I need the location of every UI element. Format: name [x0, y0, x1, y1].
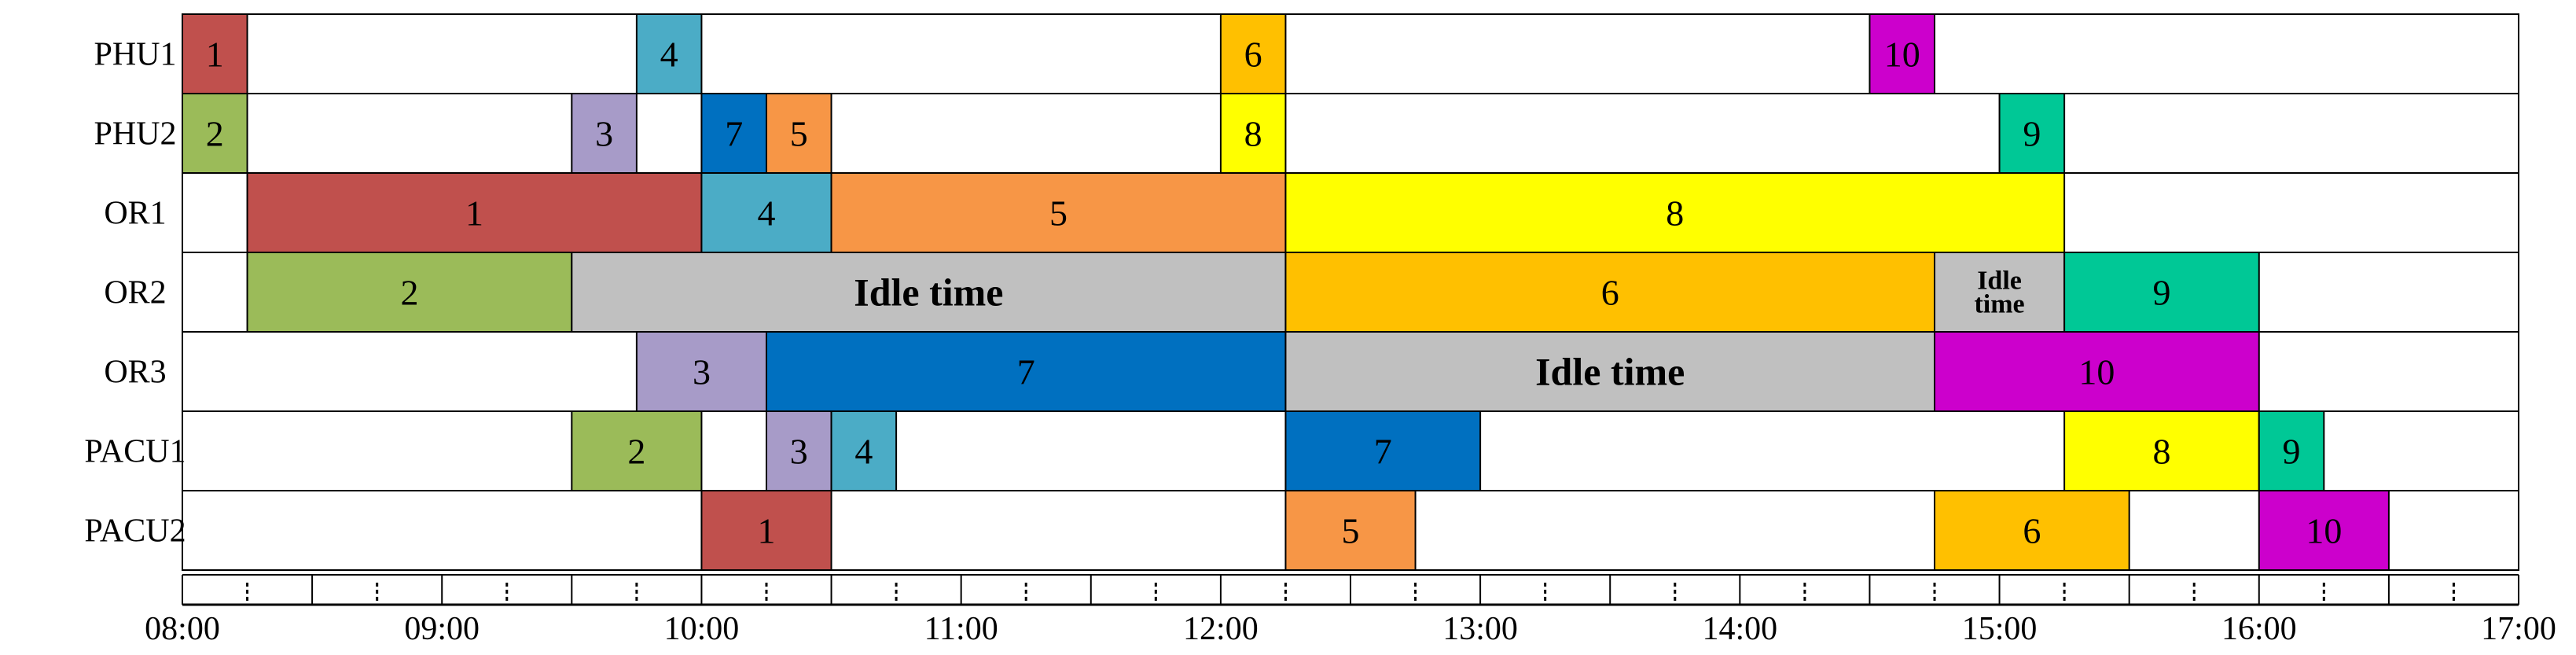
x-tick-label: 10:00	[664, 611, 740, 647]
task-label-7: 7	[725, 114, 743, 154]
task-bar-3	[766, 410, 832, 491]
x-tick-label: 11:00	[924, 611, 998, 647]
task-label-10: 10	[2078, 352, 2115, 392]
task-label-4: 4	[854, 432, 873, 472]
row-label-pacu1: PACU1	[84, 434, 186, 470]
row-label-or3: OR3	[104, 355, 166, 391]
task-label-4: 4	[758, 193, 776, 234]
task-label-6: 6	[2023, 511, 2041, 551]
task-bar-2	[571, 410, 703, 491]
task-bar-4	[700, 172, 832, 253]
task-bar-5	[830, 172, 1287, 253]
task-label-5: 5	[790, 114, 808, 154]
x-tick-label: 17:00	[2481, 611, 2556, 647]
x-tick-label: 14:00	[1702, 611, 1777, 647]
task-label-1: 1	[206, 35, 224, 75]
idle-label: Idle time	[854, 270, 1003, 315]
x-tick-label: 12:00	[1183, 611, 1259, 647]
task-label-10: 10	[2306, 511, 2342, 551]
task-bar-10	[1934, 331, 2260, 412]
idle-label: Idle time	[1535, 350, 1685, 394]
task-bar-6	[1219, 13, 1287, 94]
task-label-8: 8	[1244, 114, 1262, 154]
row-label-or1: OR1	[104, 196, 166, 232]
x-tick-label: 09:00	[404, 611, 480, 647]
task-bar-7	[700, 93, 768, 174]
idle-label: Idle	[1977, 267, 2022, 296]
task-label-6: 6	[1601, 273, 1619, 313]
row-label-phu1: PHU1	[94, 37, 176, 73]
task-bar-8	[1219, 93, 1287, 174]
row-label-pacu2: PACU2	[84, 513, 186, 550]
x-tick-label: 13:00	[1442, 611, 1518, 647]
task-label-9: 9	[2152, 273, 2170, 313]
task-label-5: 5	[1342, 511, 1360, 551]
task-bar-3	[635, 331, 768, 412]
x-tick-label: 15:00	[1962, 611, 2038, 647]
task-bar-6	[1934, 490, 2130, 571]
task-label-1: 1	[758, 511, 776, 551]
task-label-3: 3	[693, 352, 711, 392]
task-label-7: 7	[1017, 352, 1035, 392]
chart-x-axis: 08:00 09:00 10:00 11:00 12:00 13:00 14:00 15:00…	[145, 574, 2556, 647]
task-label-5: 5	[1049, 193, 1068, 234]
task-bar-4	[830, 410, 898, 491]
task-bar-3	[571, 93, 638, 174]
task-label-10: 10	[1884, 35, 1920, 75]
task-bar-8	[2063, 410, 2260, 491]
task-label-2: 2	[400, 273, 418, 313]
task-bar-7	[1284, 410, 1482, 491]
task-label-1: 1	[465, 193, 483, 234]
task-label-3: 3	[790, 432, 808, 472]
task-bar-9	[2258, 410, 2325, 491]
row-label-phu2: PHU2	[94, 116, 176, 153]
task-bar-9	[1998, 93, 2066, 174]
task-bar-4	[635, 13, 703, 94]
task-bar-10	[2258, 490, 2390, 571]
x-tick-label: 08:00	[145, 611, 220, 647]
idle-label: time	[1974, 290, 2024, 319]
chart-bars	[182, 13, 2390, 571]
task-bar-1	[182, 13, 248, 94]
task-label-3: 3	[595, 114, 613, 154]
task-bar-8	[1284, 172, 2066, 253]
task-bar-6	[1284, 252, 1935, 333]
task-label-8: 8	[1666, 193, 1684, 234]
task-bar-10	[1869, 13, 1935, 94]
row-label-or2: OR2	[104, 275, 166, 311]
task-bar-9	[2063, 252, 2260, 333]
task-bar-5	[1284, 490, 1417, 571]
x-tick-label: 16:00	[2221, 611, 2297, 647]
idle-bar	[571, 252, 1287, 333]
task-label-6: 6	[1244, 35, 1262, 75]
task-label-2: 2	[206, 114, 224, 154]
task-label-8: 8	[2152, 432, 2170, 472]
task-label-2: 2	[627, 432, 645, 472]
task-label-7: 7	[1374, 432, 1392, 472]
task-bar-1	[700, 490, 832, 571]
task-bar-2	[182, 93, 248, 174]
task-label-9: 9	[2283, 432, 2301, 472]
idle-bar	[1284, 331, 1935, 412]
task-label-4: 4	[660, 35, 678, 75]
task-bar-1	[246, 172, 703, 253]
task-label-9: 9	[2023, 114, 2041, 154]
